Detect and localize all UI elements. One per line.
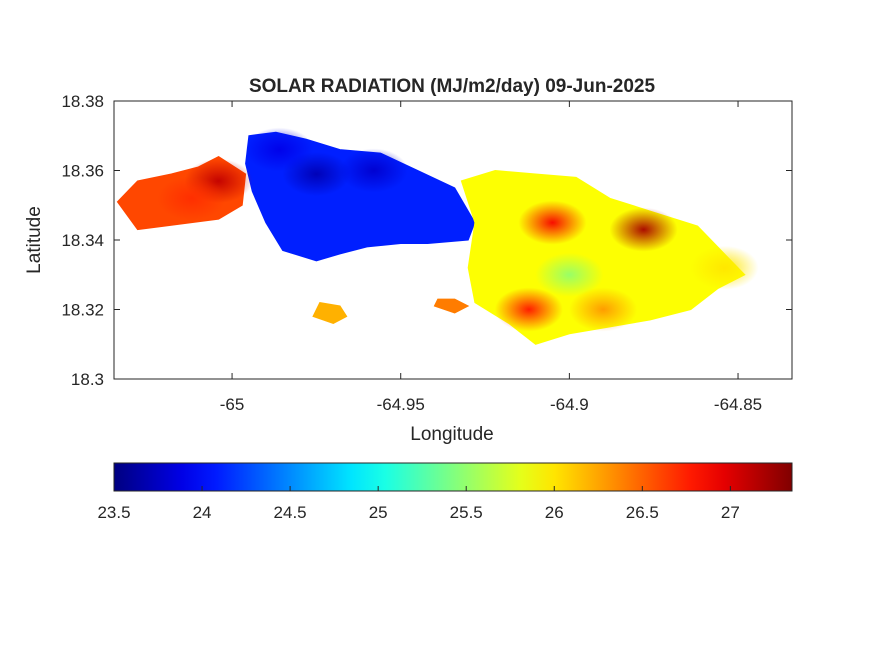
map-hotspot-6 <box>609 207 678 252</box>
map-region-3 <box>312 302 348 324</box>
y-tick-label-1: 18.32 <box>61 301 104 320</box>
map-hotspot-9 <box>569 287 638 332</box>
colorbar-tick-label-7: 27 <box>721 503 740 522</box>
y-tick-label-3: 18.36 <box>61 162 104 181</box>
chart-title: SOLAR RADIATION (MJ/m2/day) 09-Jun-2025 <box>249 76 656 97</box>
y-tick-label-4: 18.38 <box>61 92 104 111</box>
hotspot-layer <box>157 127 759 332</box>
map-hotspot-1 <box>157 176 226 221</box>
colorbar-tick-label-4: 25.5 <box>450 503 483 522</box>
map-hotspot-8 <box>494 287 563 332</box>
map-hotspot-4 <box>245 127 314 172</box>
map-hotspot-5 <box>518 200 587 245</box>
colorbar-tick-group: 23.5 24 24.5 25 25.5 26 26.5 27 <box>97 486 740 522</box>
colorbar-tick-label-0: 23.5 <box>97 503 130 522</box>
map-hotspot-3 <box>339 148 408 193</box>
y-tick-group: 18.3 18.32 18.34 18.36 18.38 <box>61 92 792 389</box>
x-tick-label-0: -65 <box>220 395 245 414</box>
colorbar-tick-label-1: 24 <box>193 503 212 522</box>
x-axis-label: Longitude <box>410 424 493 445</box>
y-tick-label-2: 18.34 <box>61 231 104 250</box>
map-hotspot-7 <box>535 252 604 297</box>
colorbar <box>113 462 793 492</box>
colorbar-tick-label-5: 26 <box>545 503 564 522</box>
map-hotspot-10 <box>690 245 759 290</box>
colorbar-tick-label-3: 25 <box>369 503 388 522</box>
x-tick-group: -65 -64.95 -64.9 -64.85 <box>220 101 762 414</box>
x-tick-label-2: -64.9 <box>550 395 589 414</box>
map-region-4 <box>433 298 470 314</box>
colorbar-tick-label-2: 24.5 <box>274 503 307 522</box>
y-tick-label-0: 18.3 <box>71 370 104 389</box>
y-axis-label: Latitude <box>24 206 45 274</box>
x-tick-label-3: -64.85 <box>714 395 762 414</box>
colorbar-tick-label-6: 26.5 <box>626 503 659 522</box>
x-tick-label-1: -64.95 <box>377 395 425 414</box>
